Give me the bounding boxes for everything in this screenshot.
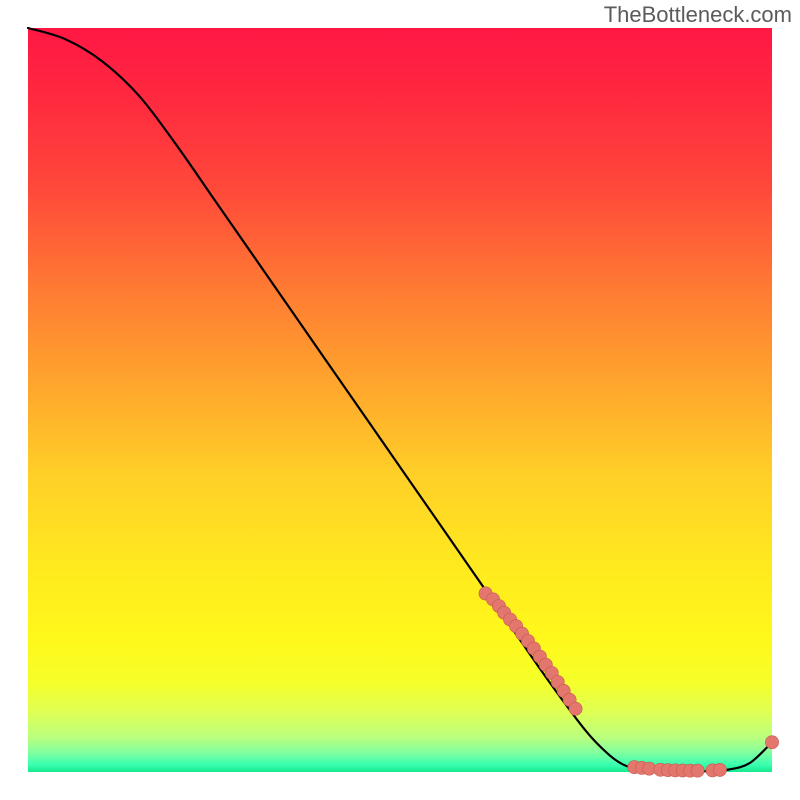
chart-canvas [0, 0, 800, 800]
bottleneck-chart: TheBottleneck.com [0, 0, 800, 800]
plot-background [28, 28, 772, 772]
data-marker [569, 702, 582, 715]
data-marker [691, 764, 704, 777]
watermark-text: TheBottleneck.com [604, 2, 792, 28]
data-marker-end [765, 736, 778, 749]
data-marker [713, 763, 726, 776]
